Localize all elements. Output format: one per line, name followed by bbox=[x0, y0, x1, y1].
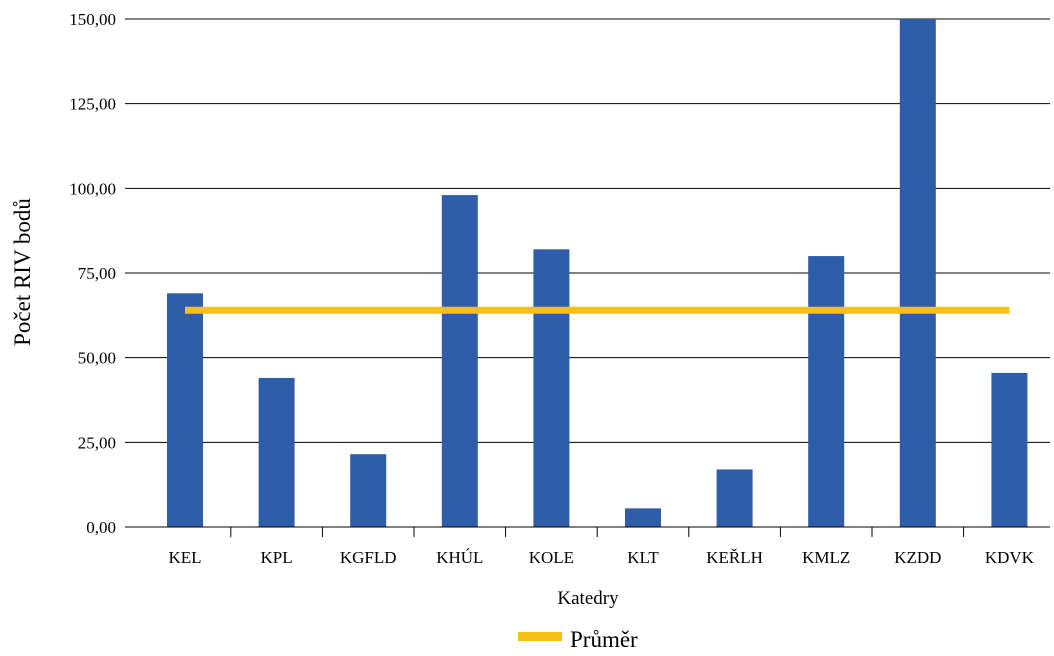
x-axis-title: Katedry bbox=[557, 588, 619, 609]
legend-swatch-average bbox=[518, 632, 562, 641]
bars bbox=[167, 19, 1028, 527]
legend-label-average: Průměr bbox=[570, 627, 638, 652]
bar bbox=[899, 19, 936, 527]
y-tick-labels: 0,00 25,00 50,00 75,00 100,00 125,00 150,00 bbox=[69, 10, 116, 537]
y-tick-label: 0,00 bbox=[86, 518, 116, 537]
y-tick-label: 150,00 bbox=[69, 10, 116, 29]
x-tick-label: KPL bbox=[261, 548, 293, 567]
bar bbox=[533, 249, 570, 527]
x-tick-label: KEŘLH bbox=[706, 548, 763, 567]
x-tick-labels: KEL KPL KGFLD KHÚL KOLE KLT KEŘLH KMLZ KZDD KDVK bbox=[168, 548, 1034, 567]
x-tick-label: KEL bbox=[168, 548, 201, 567]
y-axis-title: Počet RIV bodů bbox=[10, 198, 35, 346]
bar bbox=[625, 508, 661, 527]
y-tick-label: 125,00 bbox=[69, 95, 116, 114]
bar bbox=[808, 256, 845, 527]
x-ticks bbox=[230, 527, 965, 537]
x-tick-label: KHÚL bbox=[436, 548, 483, 567]
x-tick-label: KDVK bbox=[985, 548, 1035, 567]
x-tick-label: KGFLD bbox=[340, 548, 397, 567]
x-tick-label: KMLZ bbox=[802, 548, 850, 567]
bar bbox=[716, 469, 753, 527]
legend: Průměr bbox=[518, 627, 638, 652]
gridlines bbox=[125, 18, 1050, 443]
bar bbox=[991, 372, 1028, 527]
bar bbox=[350, 454, 387, 527]
bar bbox=[258, 377, 295, 527]
bar bbox=[441, 195, 478, 527]
bar bbox=[167, 293, 203, 527]
y-tick-label: 75,00 bbox=[78, 264, 116, 283]
y-tick-label: 100,00 bbox=[69, 179, 116, 198]
x-tick-label: KZDD bbox=[894, 548, 941, 567]
y-tick-label: 50,00 bbox=[78, 349, 116, 368]
y-tick-label: 25,00 bbox=[78, 433, 116, 452]
x-tick-label: KOLE bbox=[529, 548, 574, 567]
x-tick-label: KLT bbox=[627, 548, 659, 567]
